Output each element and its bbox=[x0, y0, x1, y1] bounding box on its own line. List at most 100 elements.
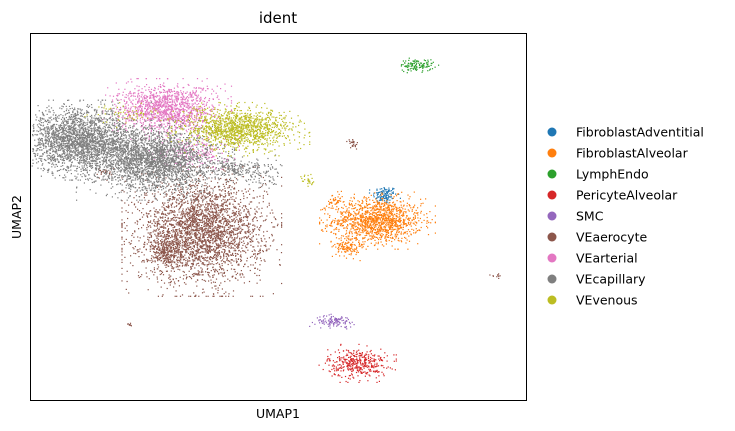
data-point bbox=[389, 196, 391, 198]
data-point bbox=[214, 220, 216, 222]
data-point bbox=[375, 220, 377, 222]
data-point bbox=[368, 374, 370, 376]
data-point bbox=[259, 249, 261, 251]
data-point bbox=[356, 369, 359, 372]
data-point bbox=[121, 251, 123, 253]
data-point bbox=[387, 199, 389, 201]
data-point bbox=[198, 223, 200, 226]
data-point bbox=[331, 225, 333, 227]
data-point bbox=[360, 354, 362, 356]
data-point bbox=[175, 290, 177, 292]
data-point bbox=[412, 207, 414, 209]
data-point bbox=[253, 216, 255, 219]
data-point bbox=[206, 224, 208, 226]
data-point bbox=[373, 232, 376, 234]
data-point bbox=[357, 362, 359, 364]
data-point bbox=[148, 239, 150, 241]
data-point bbox=[251, 295, 254, 297]
data-point bbox=[384, 189, 386, 191]
data-point bbox=[357, 221, 359, 223]
data-point bbox=[219, 284, 221, 286]
data-point bbox=[348, 214, 350, 216]
data-point bbox=[375, 377, 377, 379]
data-point bbox=[221, 194, 223, 196]
data-point bbox=[360, 218, 363, 221]
data-point bbox=[224, 209, 226, 211]
data-point bbox=[400, 233, 402, 235]
data-point bbox=[427, 220, 429, 222]
data-point bbox=[376, 189, 378, 191]
data-point bbox=[384, 215, 386, 217]
data-point bbox=[211, 200, 213, 202]
data-point bbox=[276, 225, 279, 227]
data-point bbox=[203, 291, 205, 293]
data-point bbox=[217, 254, 219, 256]
data-point bbox=[361, 202, 363, 204]
data-point bbox=[342, 220, 344, 222]
data-point bbox=[383, 190, 385, 192]
data-point bbox=[219, 239, 221, 241]
data-point bbox=[197, 218, 200, 221]
data-point bbox=[207, 249, 210, 252]
data-point bbox=[232, 180, 234, 182]
data-point bbox=[350, 217, 352, 219]
data-point bbox=[207, 252, 209, 254]
data-point bbox=[215, 227, 217, 229]
data-point bbox=[228, 194, 231, 196]
data-point bbox=[240, 221, 242, 223]
data-point bbox=[239, 238, 241, 240]
data-point bbox=[228, 228, 230, 230]
data-point bbox=[363, 225, 365, 227]
data-point bbox=[377, 365, 380, 367]
data-point bbox=[353, 198, 355, 200]
data-point bbox=[211, 287, 213, 289]
data-point bbox=[335, 321, 337, 323]
data-point bbox=[202, 201, 204, 203]
data-point bbox=[381, 221, 383, 223]
data-point bbox=[167, 232, 169, 234]
data-point bbox=[211, 202, 213, 204]
data-point bbox=[351, 359, 353, 361]
data-point bbox=[376, 218, 378, 220]
data-point bbox=[376, 229, 379, 231]
data-point bbox=[202, 196, 204, 198]
data-point bbox=[342, 350, 345, 352]
data-point bbox=[197, 227, 199, 230]
data-point bbox=[173, 267, 175, 269]
data-point bbox=[395, 193, 397, 195]
data-point bbox=[221, 240, 223, 242]
data-point bbox=[400, 64, 403, 66]
data-point bbox=[190, 219, 192, 222]
data-point bbox=[349, 230, 351, 232]
data-point bbox=[222, 223, 225, 225]
data-point bbox=[388, 208, 390, 210]
data-point bbox=[235, 258, 237, 260]
data-point bbox=[353, 360, 355, 362]
data-point bbox=[205, 232, 207, 234]
data-point bbox=[340, 344, 342, 346]
data-point bbox=[224, 249, 226, 251]
data-point bbox=[179, 269, 181, 271]
data-point bbox=[203, 190, 206, 192]
data-point bbox=[193, 191, 195, 193]
data-point bbox=[235, 260, 237, 262]
data-point bbox=[359, 260, 361, 262]
data-point bbox=[193, 220, 195, 222]
data-point bbox=[398, 231, 400, 233]
data-point bbox=[218, 251, 221, 254]
data-point bbox=[383, 221, 385, 224]
data-point bbox=[196, 180, 198, 182]
data-point bbox=[375, 217, 377, 219]
data-point bbox=[368, 224, 370, 226]
data-point bbox=[163, 220, 165, 223]
data-point bbox=[219, 193, 221, 195]
data-point bbox=[202, 230, 204, 232]
data-point bbox=[185, 250, 187, 252]
data-point bbox=[382, 230, 384, 232]
data-point bbox=[232, 240, 234, 242]
data-point bbox=[192, 224, 194, 226]
data-point bbox=[322, 319, 325, 321]
data-point bbox=[165, 270, 168, 272]
data-point bbox=[197, 204, 199, 206]
data-point bbox=[360, 368, 362, 370]
